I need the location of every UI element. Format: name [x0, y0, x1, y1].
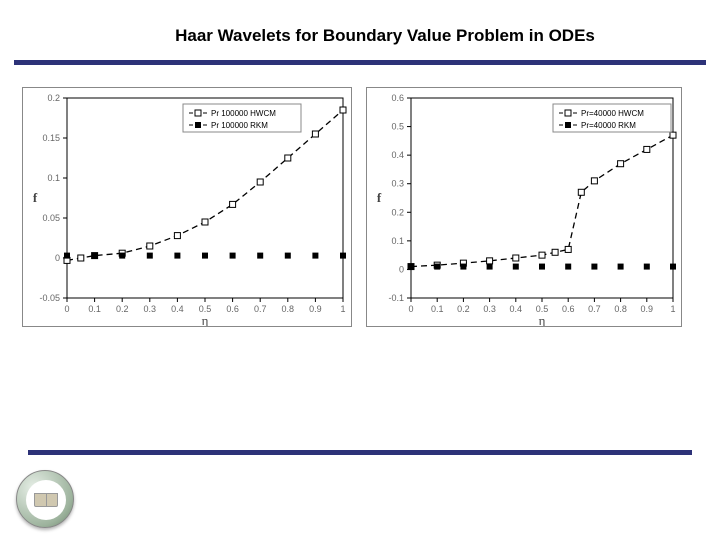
svg-text:Pr 100000 RKM: Pr 100000 RKM — [211, 121, 268, 130]
svg-text:0: 0 — [64, 304, 69, 314]
svg-text:0.7: 0.7 — [254, 304, 267, 314]
svg-text:-0.1: -0.1 — [388, 293, 404, 303]
svg-text:0.1: 0.1 — [431, 304, 444, 314]
svg-text:0.6: 0.6 — [562, 304, 575, 314]
svg-text:0.2: 0.2 — [391, 207, 404, 217]
svg-text:η: η — [539, 313, 546, 327]
svg-text:0.15: 0.15 — [42, 133, 60, 143]
badge-seal — [16, 470, 74, 528]
svg-text:0: 0 — [399, 264, 404, 274]
svg-text:0.7: 0.7 — [588, 304, 601, 314]
svg-text:f: f — [33, 190, 38, 205]
svg-text:Pr=40000 RKM: Pr=40000 RKM — [581, 121, 636, 130]
svg-text:Pr=40000 HWCM: Pr=40000 HWCM — [581, 109, 644, 118]
svg-text:0.05: 0.05 — [42, 213, 60, 223]
svg-text:0.8: 0.8 — [282, 304, 295, 314]
chart-left: 00.10.20.30.40.50.60.70.80.91-0.0500.050… — [22, 87, 352, 327]
svg-text:1: 1 — [670, 304, 675, 314]
svg-text:0.4: 0.4 — [510, 304, 523, 314]
svg-text:0: 0 — [55, 253, 60, 263]
book-icon — [34, 493, 58, 507]
svg-text:0.4: 0.4 — [391, 150, 404, 160]
svg-text:0.1: 0.1 — [47, 173, 60, 183]
chart-right: 0 0.1 0.2 0.3 0.4 0.5 0.6 0.7 0.8 0.9 1 -0.1 0 0.1 0.2… — [366, 87, 682, 327]
svg-text:Pr 100000 HWCM: Pr 100000 HWCM — [211, 109, 276, 118]
svg-text:0.3: 0.3 — [144, 304, 157, 314]
page-title: Haar Wavelets for Boundary Value Problem… — [0, 0, 720, 54]
svg-text:0.6: 0.6 — [391, 93, 404, 103]
svg-text:0.1: 0.1 — [88, 304, 101, 314]
svg-text:0.1: 0.1 — [391, 236, 404, 246]
charts-row: 0 0.1 0.2 0.3 0.4 0.5 0.6 0.7 0.8 0.9 1 -0.05 0 0.05 0… — [0, 65, 720, 327]
svg-text:0.2: 0.2 — [47, 93, 60, 103]
svg-text:0.5: 0.5 — [391, 122, 404, 132]
svg-text:0: 0 — [408, 304, 413, 314]
svg-text:0.9: 0.9 — [309, 304, 322, 314]
svg-text:0.4: 0.4 — [171, 304, 184, 314]
svg-text:f: f — [377, 190, 382, 205]
chart-left-wrap: 00.10.20.30.40.50.60.70.80.91-0.0500.050… — [22, 87, 352, 327]
svg-text:0.6: 0.6 — [226, 304, 239, 314]
svg-text:η: η — [202, 313, 209, 327]
svg-text:1: 1 — [340, 304, 345, 314]
svg-text:0.2: 0.2 — [457, 304, 470, 314]
svg-text:0.3: 0.3 — [391, 179, 404, 189]
svg-text:-0.05: -0.05 — [39, 293, 60, 303]
bottom-rule — [28, 450, 692, 455]
svg-text:0.2: 0.2 — [116, 304, 129, 314]
svg-text:0.9: 0.9 — [641, 304, 654, 314]
svg-text:0.8: 0.8 — [614, 304, 627, 314]
footer-badge — [16, 470, 74, 528]
badge-inner — [26, 480, 66, 520]
chart-right-wrap: 0 0.1 0.2 0.3 0.4 0.5 0.6 0.7 0.8 0.9 1 -0.1 0 0.1 0.2… — [366, 87, 682, 327]
svg-text:0.3: 0.3 — [483, 304, 496, 314]
